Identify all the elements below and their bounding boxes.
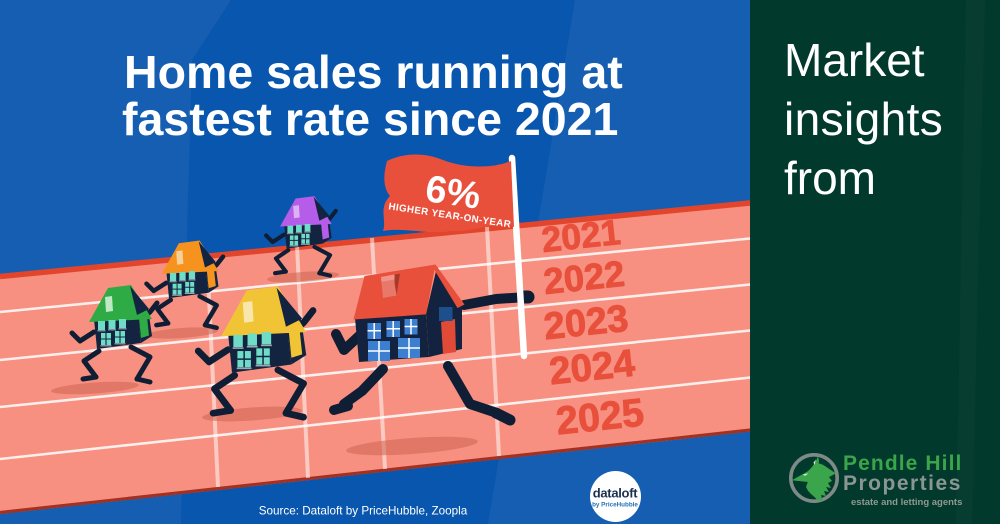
- svg-text:2024: 2024: [547, 342, 637, 394]
- svg-text:6%: 6%: [423, 168, 484, 218]
- svg-text:fastest rate since 2021: fastest rate since 2021: [122, 93, 618, 145]
- svg-text:2022: 2022: [542, 253, 627, 302]
- svg-text:Home sales running at: Home sales running at: [124, 46, 623, 98]
- svg-text:Properties: Properties: [843, 472, 962, 495]
- svg-text:from: from: [784, 152, 876, 204]
- svg-text:dataloft: dataloft: [593, 486, 639, 501]
- svg-text:2025: 2025: [554, 391, 646, 444]
- svg-text:Source: Dataloft by PriceHubbl: Source: Dataloft by PriceHubble, Zoopla: [259, 505, 468, 518]
- svg-text:Pendle Hill: Pendle Hill: [843, 452, 962, 475]
- svg-text:estate and letting agents: estate and letting agents: [851, 497, 962, 508]
- svg-text:by PriceHubble: by PriceHubble: [592, 502, 638, 509]
- svg-text:insights: insights: [784, 93, 943, 145]
- svg-text:2023: 2023: [542, 298, 630, 349]
- svg-text:2021: 2021: [540, 212, 623, 260]
- svg-text:Market: Market: [784, 34, 925, 86]
